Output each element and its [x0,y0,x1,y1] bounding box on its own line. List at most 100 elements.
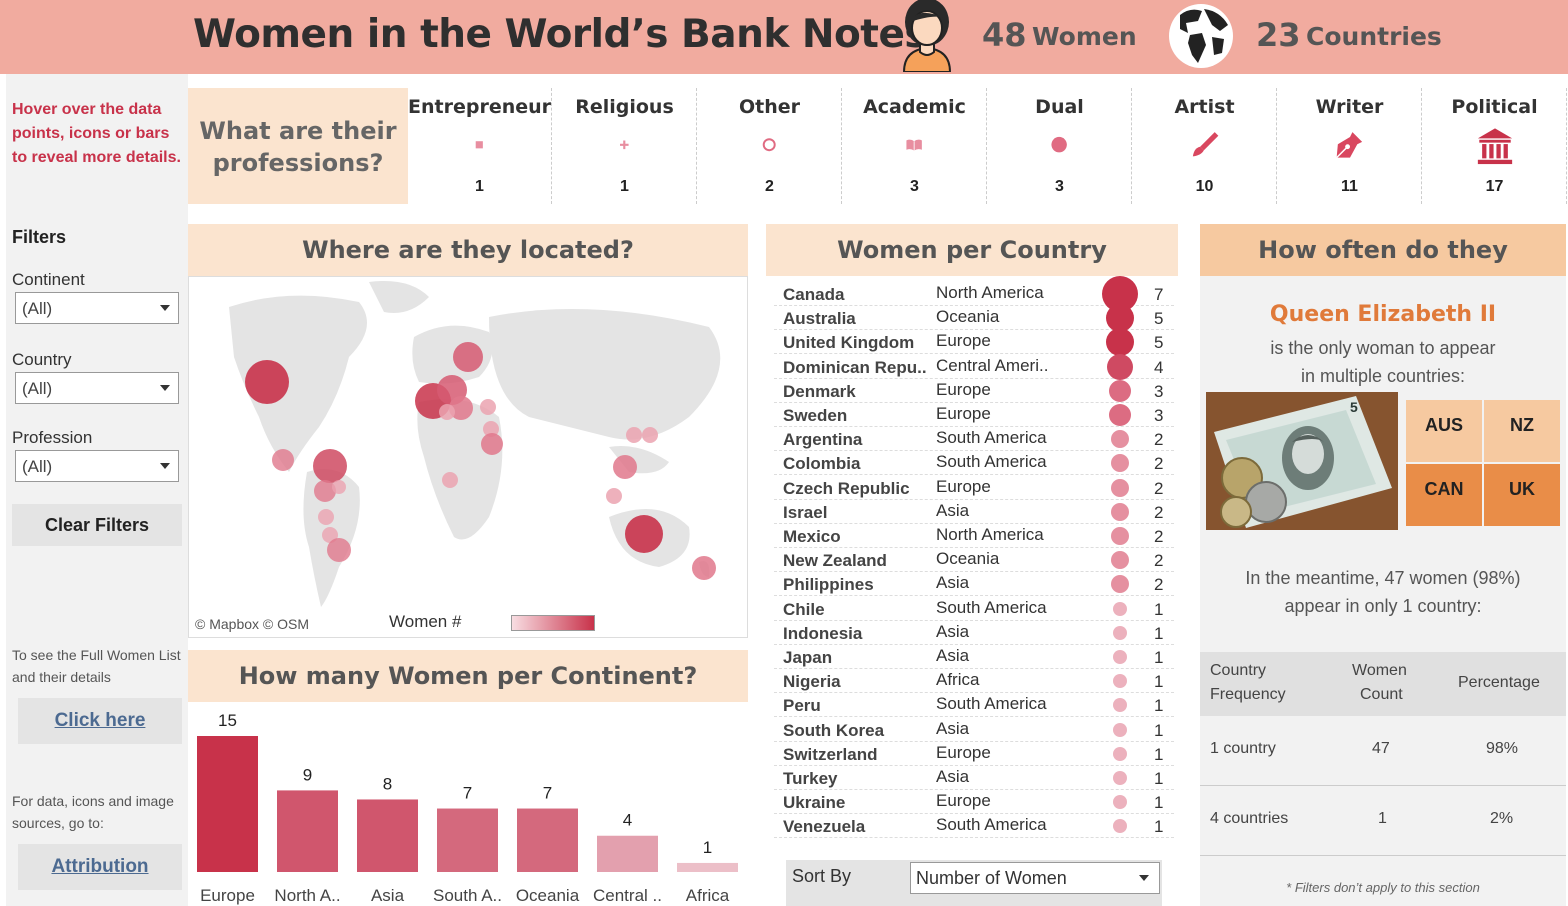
square-icon[interactable] [470,136,490,161]
country-count-dot[interactable] [1113,771,1127,785]
country-row[interactable]: Colombia South America 2 [774,451,1174,476]
map-bubbles[interactable] [245,342,716,580]
country-row[interactable]: Chile South America 1 [774,597,1174,621]
bubble-chile[interactable] [322,527,338,543]
plus-icon[interactable] [615,136,635,161]
country-count-dot[interactable] [1113,625,1127,640]
country-count-dot[interactable] [1111,478,1129,497]
country-row[interactable]: Dominican Repu.. Central Ameri.. 4 [774,353,1174,380]
country-count-dot[interactable] [1113,722,1127,737]
country-row[interactable]: Peru South America 1 [774,693,1174,718]
country-count-dot[interactable] [1111,527,1129,545]
bar-1[interactable] [277,790,338,872]
country-row[interactable]: Turkey Asia 1 [774,766,1174,790]
profession-dual[interactable]: Dual 3 [988,88,1132,204]
sort-dropdown[interactable]: Number of Women [910,862,1160,894]
country-row[interactable]: Sweden Europe 3 [774,403,1174,427]
country-row[interactable]: Argentina South America 2 [774,427,1174,452]
profession-artist[interactable]: Artist 10 [1133,88,1277,204]
bar-3[interactable] [437,808,498,872]
bubble-colombia[interactable] [314,480,336,502]
profession-entrepreneur[interactable]: Entrepreneur 1 [408,88,552,204]
bubble-japan[interactable] [642,427,658,443]
country-row[interactable]: Israel Asia 2 [774,500,1174,524]
country-row[interactable]: Nigeria Africa 1 [774,669,1174,694]
country-row[interactable]: Japan Asia 1 [774,645,1174,669]
paintbrush-icon[interactable] [1188,129,1222,168]
country-filter-dropdown[interactable]: (All) [15,372,179,404]
bubble-switzerland[interactable] [439,404,455,420]
book-icon[interactable] [903,134,927,163]
country-row[interactable]: Denmark Europe 3 [774,379,1174,403]
country-row[interactable]: Czech Republic Europe 2 [774,476,1174,500]
profession-filter-dropdown[interactable]: (All) [15,450,179,482]
country-row[interactable]: Ukraine Europe 1 [774,790,1174,815]
click-here-link[interactable]: Click here [18,698,182,744]
country-row[interactable]: United Kingdom Europe 5 [774,328,1174,357]
bubble-indonesia[interactable] [606,488,622,504]
country-count-dot[interactable] [1111,430,1129,449]
country-count-dot[interactable] [1106,328,1134,357]
profession-political[interactable]: Political 17 [1423,88,1567,204]
bubble-venezuela[interactable] [332,480,346,494]
country-count-dot[interactable] [1109,379,1131,402]
bar-6[interactable] [677,862,738,872]
country-row[interactable]: Canada North America 7 [774,276,1174,312]
profession-religious[interactable]: Religious 1 [553,88,697,204]
country-count-dot[interactable] [1111,502,1129,521]
country-row[interactable]: New Zealand Oceania 2 [774,548,1174,573]
country-count-dot[interactable] [1113,650,1127,664]
country-count-dot[interactable] [1111,575,1129,594]
bubble-nigeria[interactable] [442,472,458,488]
bar-2[interactable] [357,799,418,872]
country-row[interactable]: Australia Oceania 5 [774,304,1174,333]
bubble-philippines[interactable] [613,455,637,479]
country-count-dot[interactable] [1109,404,1131,426]
country-count-dot[interactable] [1113,698,1127,713]
country-row[interactable]: South Korea Asia 1 [774,718,1174,742]
continent-bar-chart[interactable]: 15 Europe 9 North A.. 8 Asia 7 South A.. 7 Oceani… [188,700,748,906]
globe-icon[interactable] [1168,3,1234,69]
country-count-dot[interactable] [1106,304,1134,333]
profession-other[interactable]: Other 2 [698,88,842,204]
bar-4[interactable] [517,808,578,872]
bubble-israel[interactable] [481,433,503,455]
circle-icon[interactable] [1048,134,1072,163]
tile-nz[interactable]: NZ [1484,400,1560,462]
frequency-row[interactable]: 1 country 47 98% [1200,716,1566,786]
world-map[interactable]: © Mapbox © OSM Women # [188,276,748,638]
attribution-link[interactable]: Attribution [18,844,182,890]
clear-filters-button[interactable]: Clear Filters [12,504,182,546]
country-count-dot[interactable] [1107,353,1133,380]
bubble-turkey[interactable] [483,421,499,437]
bubble-sweden[interactable] [453,342,483,372]
government-building-icon[interactable] [1475,126,1515,171]
country-row[interactable]: Philippines Asia 2 [774,572,1174,597]
bubble-dominican-republic[interactable] [313,449,347,483]
bubble-czech-republic[interactable] [449,396,473,420]
pen-nib-icon[interactable] [1333,129,1367,168]
country-row[interactable]: Switzerland Europe 1 [774,742,1174,766]
bar-5[interactable] [597,835,658,872]
tile-uk[interactable]: UK [1484,464,1560,526]
bubble-south-korea[interactable] [626,427,642,443]
bar-0[interactable] [197,736,258,872]
continent-filter-dropdown[interactable]: (All) [15,292,179,324]
country-count-dot[interactable] [1111,551,1129,570]
country-count-dot[interactable] [1111,454,1129,473]
tile-can[interactable]: CAN [1406,464,1482,526]
woman-avatar-icon[interactable] [898,0,956,72]
profession-writer[interactable]: Writer 11 [1278,88,1422,204]
profession-academic[interactable]: Academic 3 [843,88,987,204]
bubble-ukraine[interactable] [480,399,496,415]
country-count-dot[interactable] [1113,819,1127,834]
bubble-peru[interactable] [318,509,334,525]
bubble-new-zealand[interactable] [692,556,716,580]
bubble-canada[interactable] [245,360,289,404]
circle-outline-icon[interactable] [759,135,781,162]
country-count-dot[interactable] [1113,601,1127,616]
bubble-australia[interactable] [625,515,663,553]
tile-aus[interactable]: AUS [1406,400,1482,462]
country-count-dot[interactable] [1113,746,1127,761]
bubble-argentina[interactable] [327,538,351,562]
